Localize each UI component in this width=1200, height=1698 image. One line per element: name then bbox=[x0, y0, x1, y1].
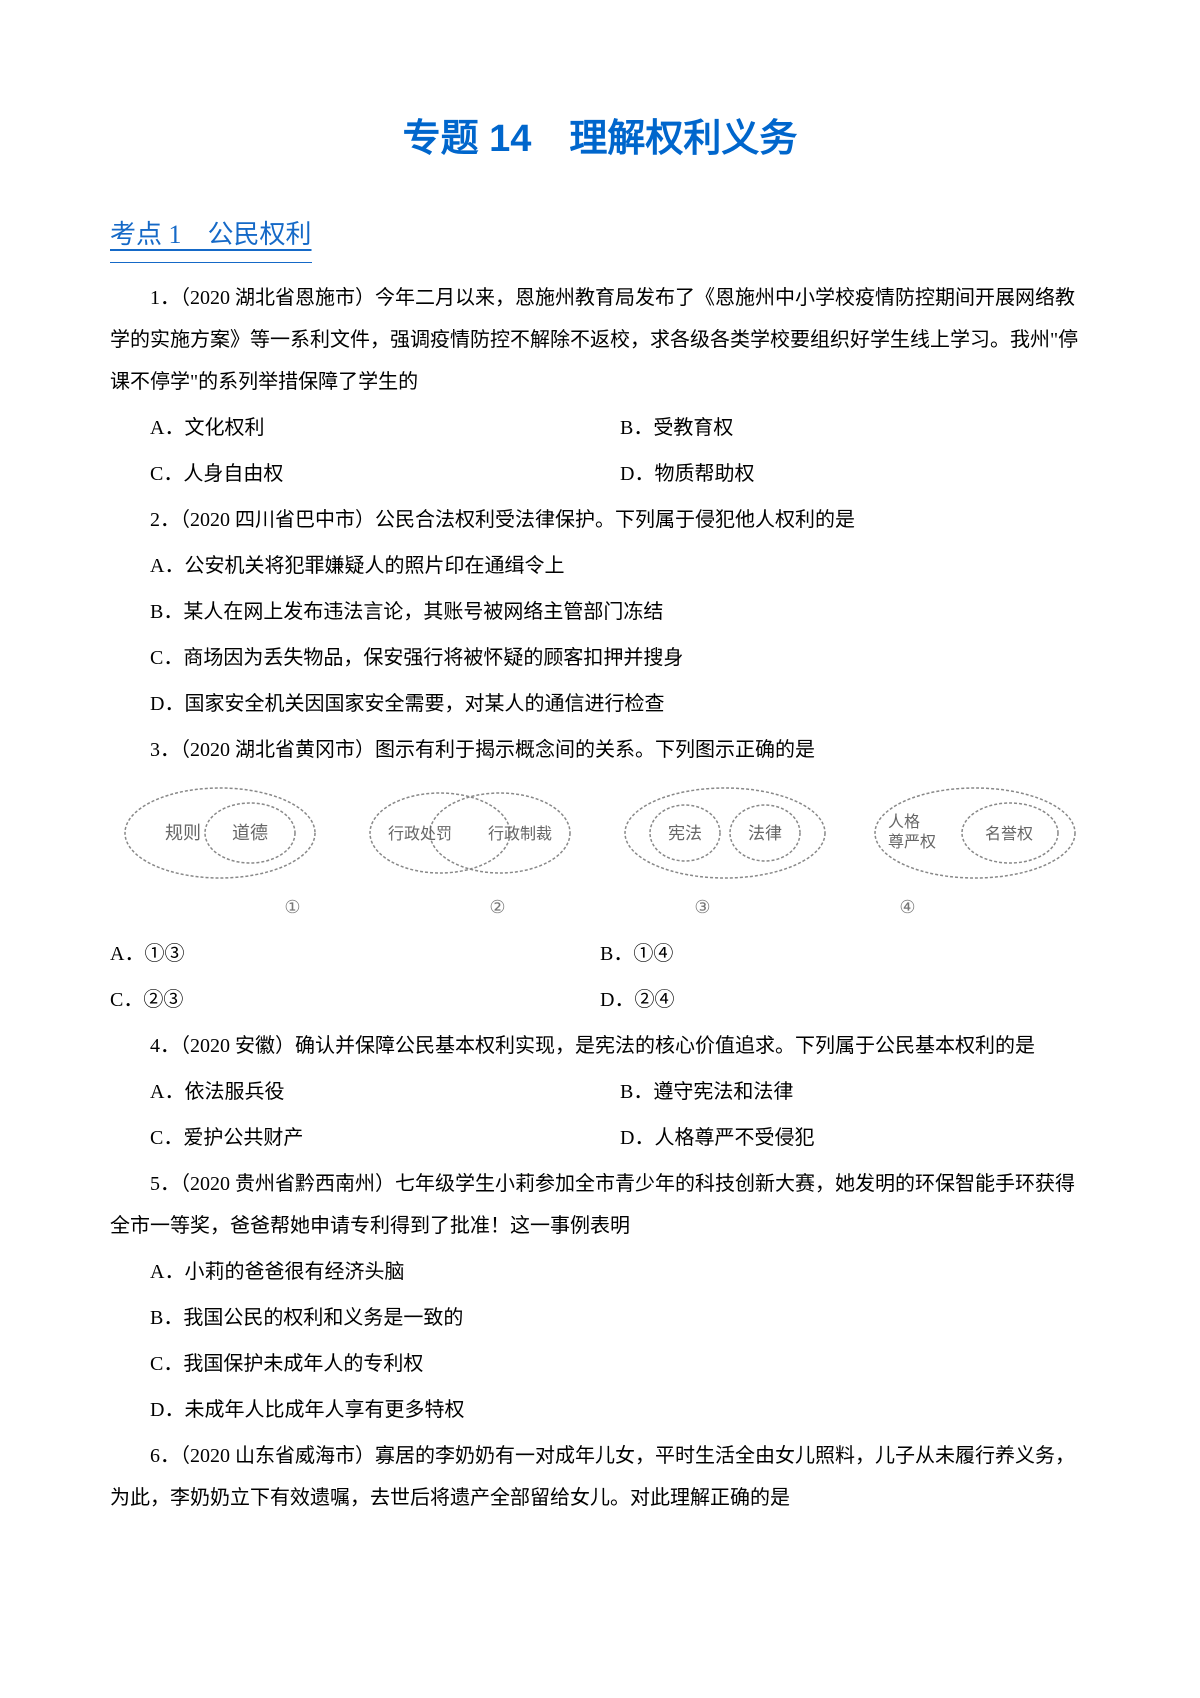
label-1: ① bbox=[190, 889, 395, 927]
q5-row-d: D．未成年人比成年人享有更多特权 bbox=[110, 1389, 1090, 1431]
q4-row-ab: A．依法服兵役 B．遵守宪法和法律 bbox=[110, 1071, 1090, 1113]
q1-opt-b: B．受教育权 bbox=[620, 407, 1090, 449]
q5-opt-a: A．小莉的爸爸很有经济头脑 bbox=[150, 1251, 1090, 1293]
q5-stem: 5．（2020 贵州省黔西南州）七年级学生小莉参加全市青少年的科技创新大赛，她发… bbox=[110, 1163, 1090, 1247]
page-title: 专题 14 理解权利义务 bbox=[110, 100, 1090, 180]
q3-row-ab: A．①③ B．①④ bbox=[110, 933, 1090, 975]
q3-opt-c: C．②③ bbox=[110, 979, 600, 1021]
label-3: ③ bbox=[600, 889, 805, 927]
q4-row-cd: C．爱护公共财产 D．人格尊严不受侵犯 bbox=[110, 1117, 1090, 1159]
d2-right: 行政制裁 bbox=[488, 825, 552, 843]
q3-opt-d: D．②④ bbox=[600, 979, 1090, 1021]
diagram-4: 人格 尊严权 名誉权 bbox=[870, 783, 1080, 883]
q1-row-ab: A．文化权利 B．受教育权 bbox=[110, 407, 1090, 449]
q5-row-c: C．我国保护未成年人的专利权 bbox=[110, 1343, 1090, 1385]
q2-opt-d: D．国家安全机关因国家安全需要，对某人的通信进行检查 bbox=[150, 683, 1090, 725]
label-4: ④ bbox=[805, 889, 1010, 927]
diagram-labels: ① ② ③ ④ bbox=[110, 889, 1090, 927]
diagram-2: 行政处罚 行政制裁 bbox=[360, 783, 580, 883]
svg-text:尊严权: 尊严权 bbox=[888, 833, 936, 851]
q2-opt-a: A．公安机关将犯罪嫌疑人的照片印在通缉令上 bbox=[150, 545, 1090, 587]
q4-opt-b: B．遵守宪法和法律 bbox=[620, 1071, 1090, 1113]
q5-opt-b: B．我国公民的权利和义务是一致的 bbox=[150, 1297, 1090, 1339]
q4-opt-c: C．爱护公共财产 bbox=[150, 1117, 620, 1159]
q2-opt-c: C．商场因为丢失物品，保安强行将被怀疑的顾客扣押并搜身 bbox=[150, 637, 1090, 679]
q2-stem: 2．（2020 四川省巴中市）公民合法权利受法律保护。下列属于侵犯他人权利的是 bbox=[110, 499, 1090, 541]
d2-left: 行政处罚 bbox=[388, 825, 452, 843]
svg-text:人格: 人格 bbox=[888, 813, 920, 831]
q5-opt-d: D．未成年人比成年人享有更多特权 bbox=[150, 1389, 1090, 1431]
q3-opt-b: B．①④ bbox=[600, 933, 1090, 975]
q1-stem: 1．（2020 湖北省恩施市）今年二月以来，恩施州教育局发布了《恩施州中小学校疫… bbox=[110, 277, 1090, 403]
q2-opt-b: B．某人在网上发布违法言论，其账号被网络主管部门冻结 bbox=[150, 591, 1090, 633]
q4-stem: 4．（2020 安徽）确认并保障公民基本权利实现，是宪法的核心价值追求。下列属于… bbox=[110, 1025, 1090, 1067]
q2-row-c: C．商场因为丢失物品，保安强行将被怀疑的顾客扣押并搜身 bbox=[110, 637, 1090, 679]
diagram-3: 宪法 法律 bbox=[620, 783, 830, 883]
d3-left: 宪法 bbox=[668, 824, 702, 843]
q1-opt-c: C．人身自由权 bbox=[150, 453, 620, 495]
q1-row-cd: C．人身自由权 D．物质帮助权 bbox=[110, 453, 1090, 495]
q2-row-b: B．某人在网上发布违法言论，其账号被网络主管部门冻结 bbox=[110, 591, 1090, 633]
q1-opt-a: A．文化权利 bbox=[150, 407, 620, 449]
q3-stem: 3．（2020 湖北省黄冈市）图示有利于揭示概念间的关系。下列图示正确的是 bbox=[110, 729, 1090, 771]
q4-opt-a: A．依法服兵役 bbox=[150, 1071, 620, 1113]
q1-opt-d: D．物质帮助权 bbox=[620, 453, 1090, 495]
diagram-1: 规则 道德 bbox=[120, 783, 320, 883]
q5-opt-c: C．我国保护未成年人的专利权 bbox=[150, 1343, 1090, 1385]
d4-inner: 名誉权 bbox=[985, 825, 1033, 843]
section-title: 考点 1 公民权利 bbox=[110, 208, 312, 264]
q3-row-cd: C．②③ D．②④ bbox=[110, 979, 1090, 1021]
q4-opt-d: D．人格尊严不受侵犯 bbox=[620, 1117, 1090, 1159]
q2-row-a: A．公安机关将犯罪嫌疑人的照片印在通缉令上 bbox=[110, 545, 1090, 587]
d1-inner: 道德 bbox=[232, 823, 268, 843]
q3-diagrams: 规则 道德 行政处罚 行政制裁 宪法 法律 人格 尊严权 名誉权 bbox=[110, 783, 1090, 883]
q6-stem: 6．（2020 山东省威海市）寡居的李奶奶有一对成年儿女，平时生活全由女儿照料，… bbox=[110, 1435, 1090, 1519]
label-2: ② bbox=[395, 889, 600, 927]
q5-row-a: A．小莉的爸爸很有经济头脑 bbox=[110, 1251, 1090, 1293]
q2-row-d: D．国家安全机关因国家安全需要，对某人的通信进行检查 bbox=[110, 683, 1090, 725]
q3-opt-a: A．①③ bbox=[110, 933, 600, 975]
d3-right: 法律 bbox=[748, 824, 782, 843]
d1-outer: 规则 bbox=[165, 823, 201, 843]
q5-row-b: B．我国公民的权利和义务是一致的 bbox=[110, 1297, 1090, 1339]
